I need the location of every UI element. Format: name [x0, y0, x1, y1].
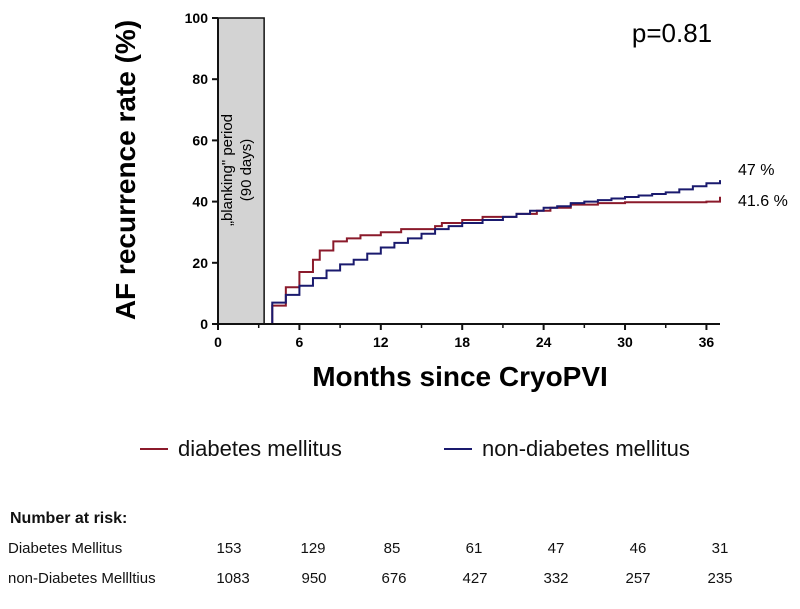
non-diabetes-series-line — [265, 180, 721, 325]
p-value-annotation: p=0.81 — [632, 18, 712, 48]
risk-cell: 950 — [301, 570, 327, 587]
x-tick-label: 30 — [617, 334, 633, 350]
risk-cell: 676 — [381, 570, 407, 587]
risk-table-title: Number at risk: — [10, 510, 128, 527]
risk-cell: 85 — [383, 540, 401, 557]
x-tick-label: 18 — [454, 334, 470, 350]
y-tick-label: 40 — [192, 194, 208, 210]
legend-non-diabetes-swatch — [444, 448, 472, 450]
y-tick-label: 0 — [200, 316, 208, 332]
risk-row-label: non-Diabetes Mellltius — [8, 570, 156, 587]
risk-cell: 153 — [216, 540, 242, 557]
risk-row-label: Diabetes Mellitus — [8, 540, 123, 557]
y-tick-label: 60 — [192, 132, 208, 148]
x-tick-label: 6 — [296, 334, 304, 350]
y-tick-label: 20 — [192, 255, 208, 271]
diabetes-end-label: 41.6 % — [738, 193, 788, 210]
blanking-period-label: „blanking" period — [219, 114, 236, 226]
legend-non-diabetes: non-diabetes mellitus — [444, 436, 690, 462]
risk-cell: 427 — [462, 570, 488, 587]
risk-cell: 235 — [707, 570, 733, 587]
non-diabetes-end-label: 47 % — [738, 162, 774, 179]
y-tick-label: 80 — [192, 71, 208, 87]
risk-cell: 47 — [547, 540, 565, 557]
x-tick-label: 36 — [699, 334, 715, 350]
risk-cell: 257 — [625, 570, 651, 587]
risk-cell: 61 — [465, 540, 483, 557]
x-axis-label: Months since CryoPVI — [312, 361, 608, 392]
blanking-period-days-label: (90 days) — [238, 139, 255, 202]
x-tick-label: 0 — [214, 334, 222, 350]
y-axis-label: AF recurrence rate (%) — [110, 20, 141, 320]
risk-row-non-diabetes: non-Diabetes Mellltius 1083 950 676 427 … — [0, 570, 800, 592]
km-chart: 0 20 40 60 80 100 0 6 12 18 24 30 36 AF recurrence r… — [110, 10, 788, 392]
risk-cell: 129 — [300, 540, 326, 557]
risk-cell: 46 — [629, 540, 647, 557]
diabetes-series-line — [265, 196, 721, 325]
x-tick-label: 24 — [536, 334, 552, 350]
x-tick-label: 12 — [373, 334, 389, 350]
risk-cell: 332 — [543, 570, 569, 587]
legend-diabetes-label: diabetes mellitus — [178, 436, 342, 461]
blanking-period-region — [217, 17, 265, 325]
y-tick-label: 100 — [185, 10, 209, 26]
legend-diabetes-swatch — [140, 448, 168, 450]
legend-diabetes: diabetes mellitus — [140, 436, 342, 462]
risk-cell: 1083 — [216, 570, 250, 587]
legend-non-diabetes-label: non-diabetes mellitus — [482, 436, 690, 461]
risk-row-diabetes: Diabetes Mellitus 153 129 85 61 47 46 31 — [0, 540, 800, 562]
risk-cell: 31 — [711, 540, 729, 557]
